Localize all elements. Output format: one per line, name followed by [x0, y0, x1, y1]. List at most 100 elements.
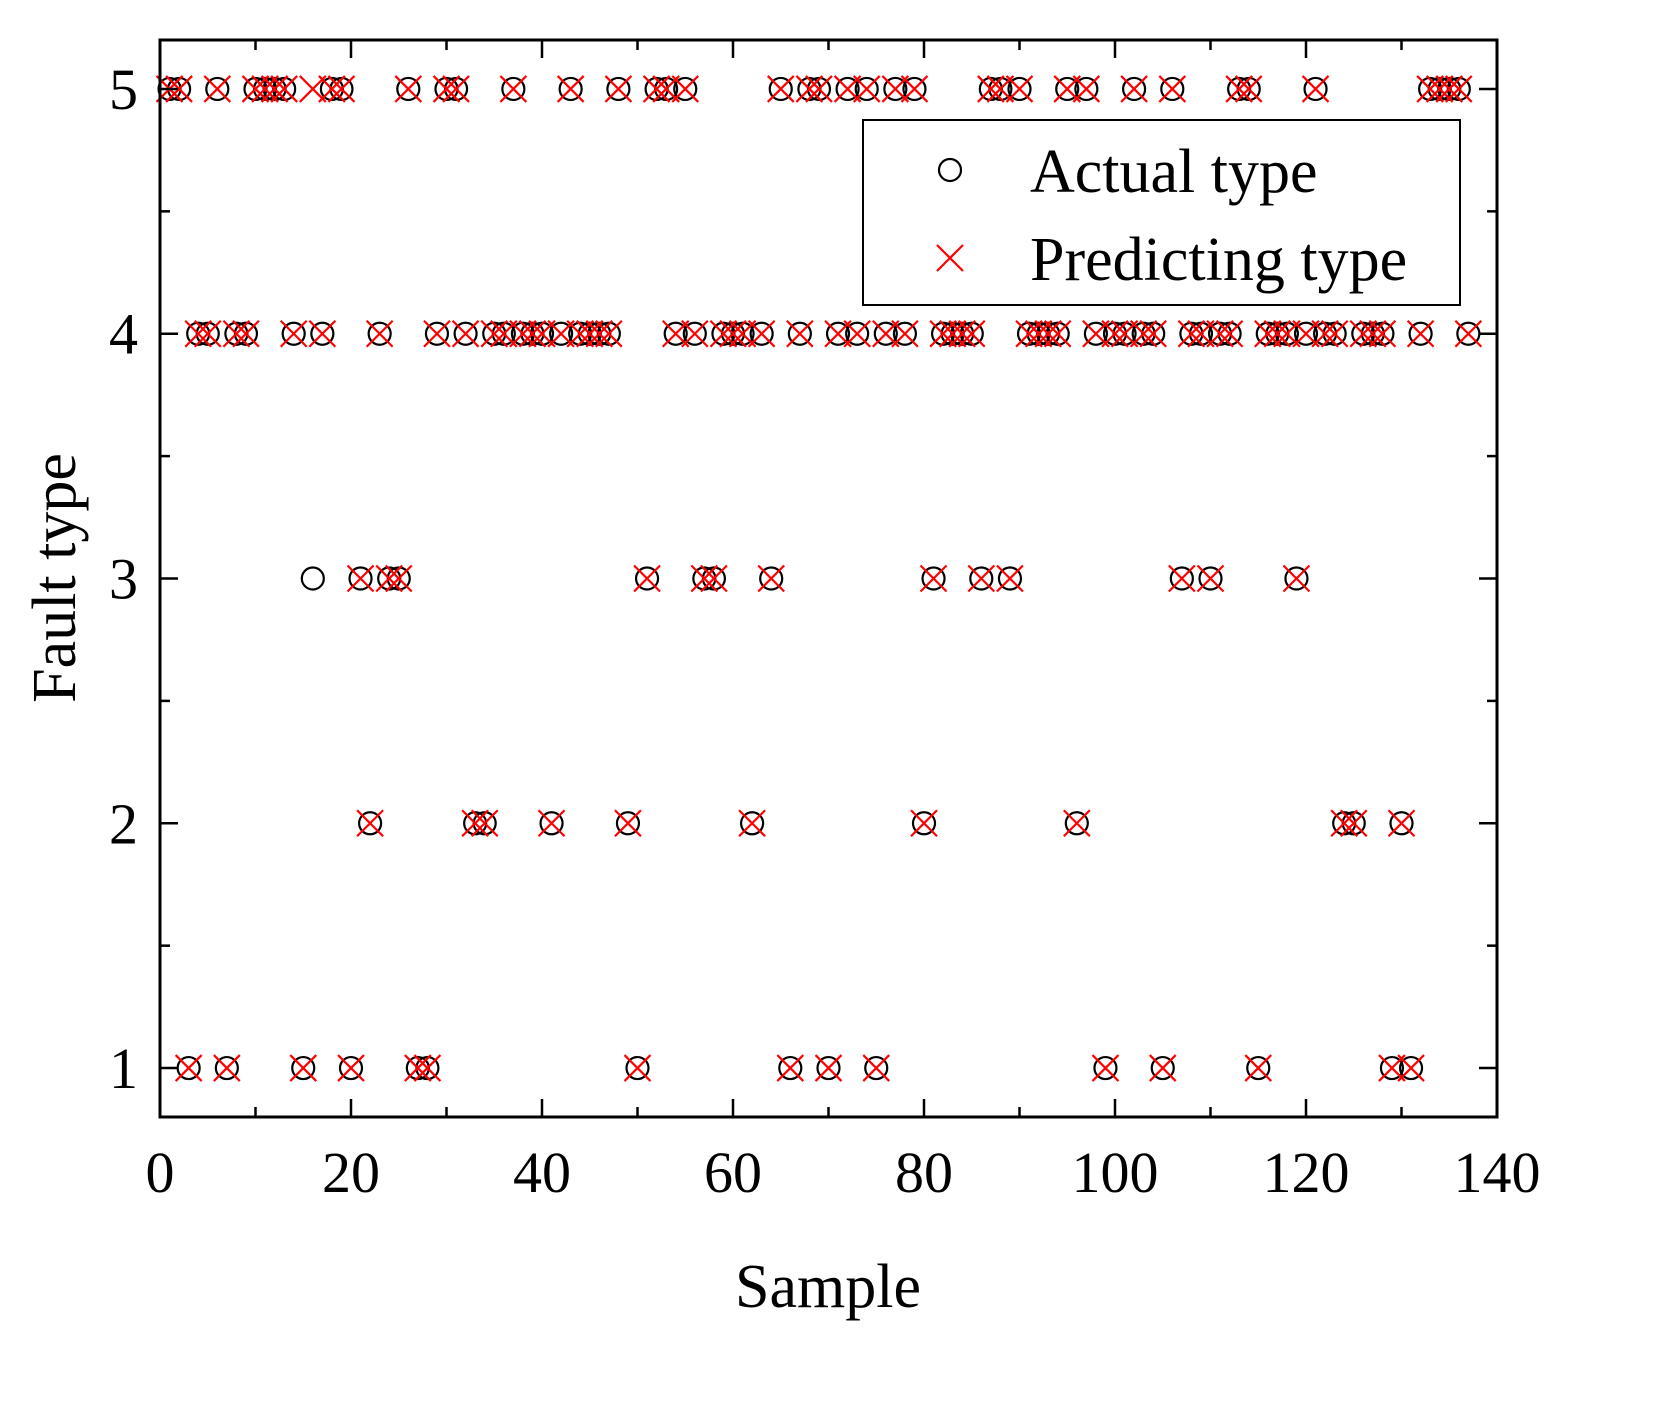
- actual-type-point: [749, 321, 774, 346]
- x-stroke: [232, 319, 260, 348]
- predicting-type-point: [776, 1054, 805, 1082]
- predicting-type-point: [1435, 75, 1464, 103]
- x-stroke: [957, 319, 986, 348]
- actual-type-point: [1303, 76, 1328, 102]
- x-stroke: [413, 1054, 442, 1082]
- x-stroke: [719, 319, 747, 348]
- x-stroke: [1234, 75, 1263, 103]
- x-stroke: [1043, 319, 1072, 348]
- x-stroke: [404, 1054, 432, 1082]
- x-stroke: [318, 75, 346, 103]
- predicting-type-point: [1234, 75, 1263, 103]
- predicting-type-point: [614, 809, 642, 838]
- predicting-type-point: [547, 319, 575, 348]
- x-stroke: [938, 319, 967, 348]
- actual-type-point: [300, 566, 325, 591]
- predicting-type-point: [556, 75, 585, 103]
- x-stroke: [423, 319, 451, 348]
- x-stroke: [977, 75, 1005, 103]
- x-stroke: [891, 319, 919, 348]
- predicting-type-point: [518, 319, 547, 348]
- actual-type-point: [845, 321, 870, 346]
- x-stroke: [547, 319, 575, 348]
- x-stroke: [805, 75, 833, 103]
- x-stroke: [470, 809, 499, 838]
- x-stroke: [1330, 809, 1358, 838]
- predicting-type-point: [1282, 564, 1311, 593]
- actual-type-point: [1408, 321, 1433, 346]
- x-tick-label: 0: [146, 1140, 175, 1205]
- actual-type-point: [892, 321, 918, 346]
- y-tick-label: 5: [109, 57, 138, 122]
- x-stroke: [327, 75, 356, 103]
- legend-label-actual: Actual type: [1030, 138, 1318, 206]
- actual-type-point: [1389, 811, 1414, 836]
- predicting-type-point: [174, 1054, 203, 1082]
- x-stroke: [241, 75, 270, 103]
- predicting-type-point: [184, 319, 212, 348]
- predicting-type-point: [709, 319, 738, 348]
- x-stroke: [1005, 75, 1034, 103]
- legend-box: [862, 119, 1461, 306]
- x-stroke: [213, 1054, 241, 1082]
- actual-type-point: [634, 566, 660, 591]
- x-axis-label: Sample: [735, 1253, 921, 1321]
- predicting-type-point: [480, 319, 509, 348]
- actual-type-point: [548, 321, 574, 346]
- x-stroke: [1091, 1054, 1120, 1082]
- predicting-type-point: [270, 75, 298, 103]
- predicting-type-point: [1244, 1054, 1273, 1082]
- predicting-type-point: [681, 319, 709, 348]
- x-tick-label: 20: [322, 1140, 380, 1205]
- y-axis-label: Fault type: [21, 453, 89, 703]
- x-stroke: [490, 319, 518, 348]
- x-stroke: [270, 75, 298, 103]
- x-stroke: [709, 319, 738, 348]
- x-stroke: [642, 75, 671, 103]
- actual-type-point: [854, 76, 879, 102]
- x-stroke: [757, 564, 785, 593]
- x-stroke: [1282, 564, 1311, 593]
- x-stroke: [1063, 809, 1091, 838]
- predicting-type-point: [1053, 75, 1082, 103]
- predicting-type-point: [1445, 75, 1473, 103]
- x-stroke: [919, 564, 948, 593]
- predicting-type-point: [1129, 319, 1158, 348]
- x-stroke: [1339, 809, 1368, 838]
- x-stroke: [1425, 75, 1454, 103]
- predicting-type-point: [299, 75, 327, 103]
- x-stroke: [595, 319, 623, 348]
- predicting-type-point: [1110, 319, 1139, 348]
- x-stroke: [346, 564, 375, 593]
- x-stroke: [528, 319, 556, 348]
- x-stroke: [575, 319, 604, 348]
- x-stroke: [518, 319, 547, 348]
- x-stroke: [1129, 319, 1158, 348]
- predicting-type-point: [1158, 75, 1187, 103]
- actual-type-point: [682, 321, 707, 346]
- predicting-type-point: [929, 319, 957, 348]
- actual-type-point: [424, 321, 450, 346]
- predicting-type-point: [843, 319, 871, 348]
- predicting-type-point: [633, 564, 661, 593]
- actual-type-point: [205, 76, 230, 102]
- predicting-type-point: [766, 75, 795, 103]
- actual-type-point: [338, 1055, 364, 1081]
- predicting-type-point: [509, 319, 537, 348]
- x-stroke: [299, 75, 327, 103]
- x-stroke: [747, 319, 776, 348]
- x-stroke: [738, 809, 766, 838]
- actual-type-point: [663, 321, 688, 346]
- predicting-type-point: [814, 1054, 843, 1082]
- x-stroke: [193, 319, 222, 348]
- actual-type-point: [281, 321, 306, 346]
- actual-type-point: [291, 1055, 316, 1081]
- predicting-type-point: [623, 1054, 652, 1082]
- x-stroke: [833, 75, 862, 103]
- predicting-type-point: [490, 319, 518, 348]
- predicting-type-point: [1320, 319, 1349, 348]
- predicting-type-point: [1397, 1054, 1425, 1082]
- x-stroke: [1435, 75, 1464, 103]
- actual-type-point: [835, 76, 860, 102]
- x-stroke: [795, 75, 824, 103]
